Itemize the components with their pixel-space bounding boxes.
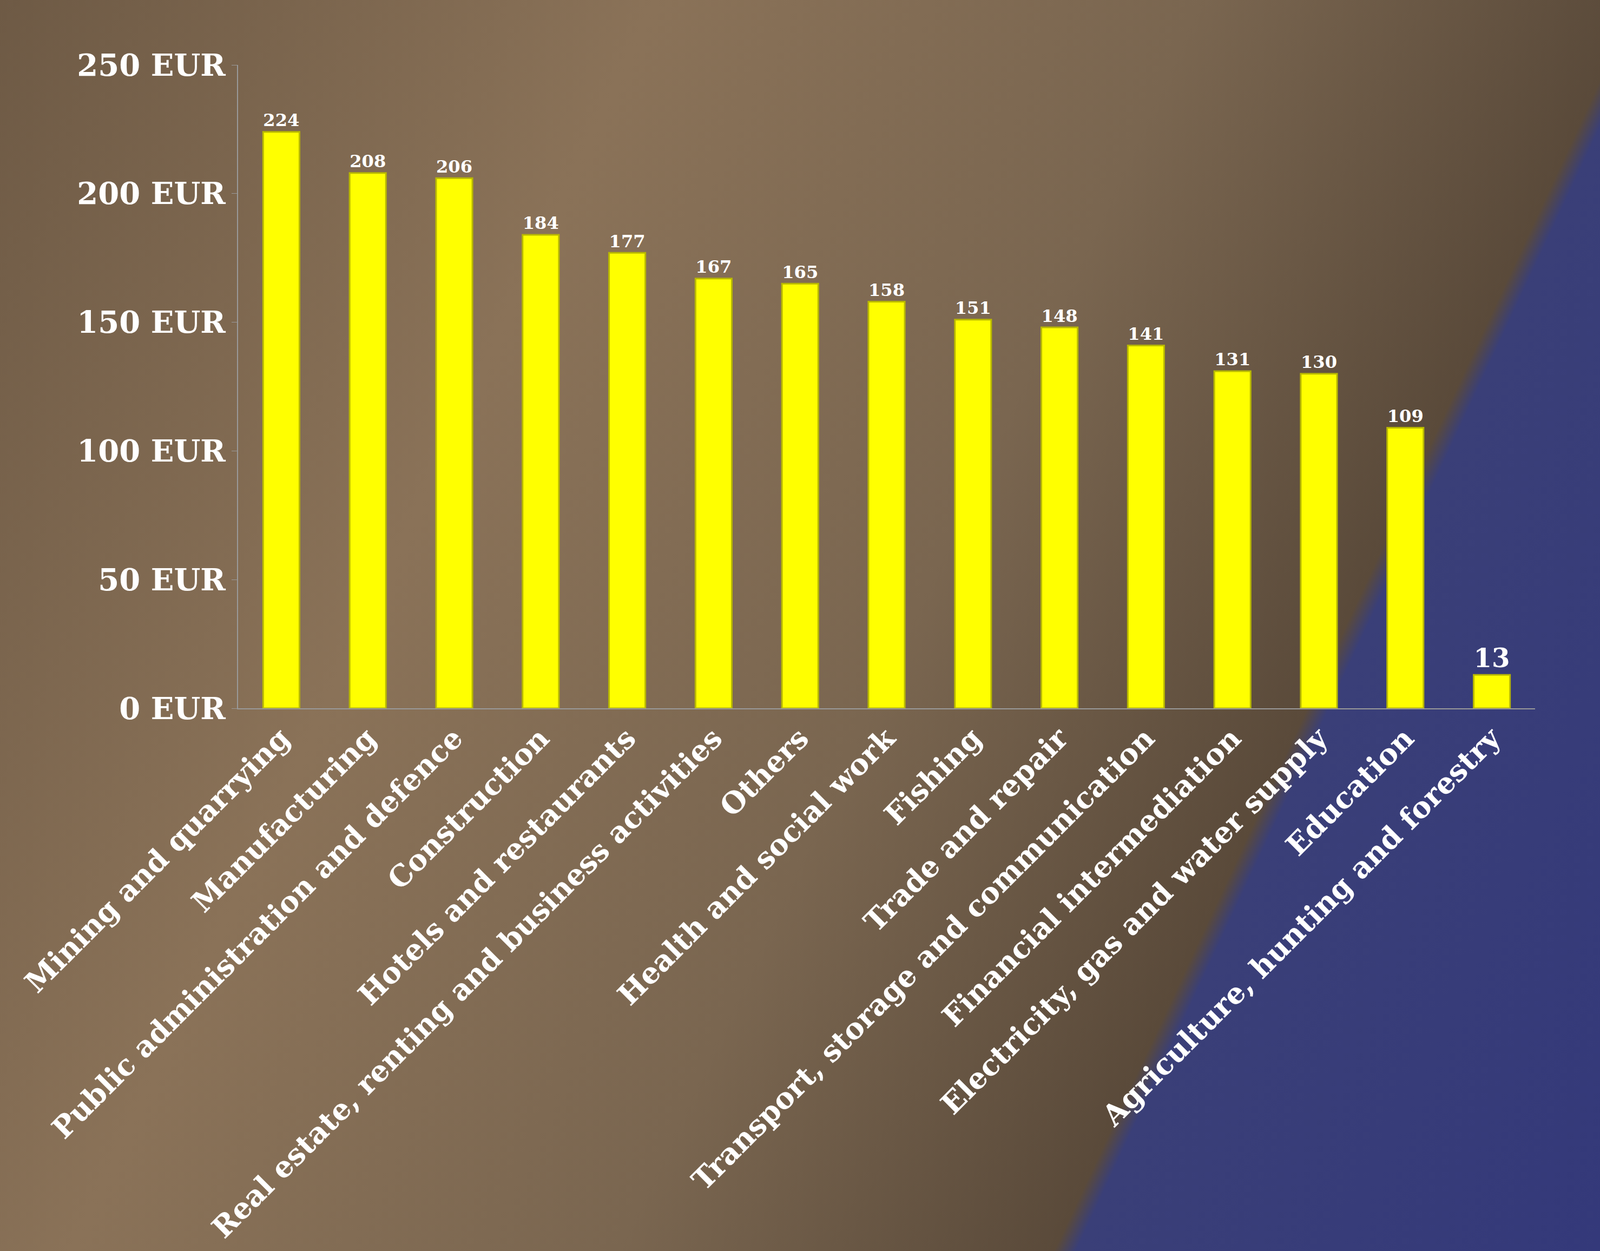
svg-text:224: 224 bbox=[262, 109, 300, 131]
svg-text:Agriculture, hunting and fores: Agriculture, hunting and forestry bbox=[1094, 720, 1508, 1134]
svg-text:158: 158 bbox=[868, 279, 905, 301]
svg-text:130: 130 bbox=[1300, 351, 1338, 373]
svg-text:Real estate, renting and busin: Real estate, renting and business activi… bbox=[205, 720, 730, 1246]
svg-text:109: 109 bbox=[1387, 405, 1424, 427]
svg-text:250 EUR: 250 EUR bbox=[76, 47, 226, 83]
svg-text:165: 165 bbox=[781, 261, 819, 283]
svg-text:150 EUR: 150 EUR bbox=[76, 304, 226, 340]
svg-text:Hotels and restaurants: Hotels and restaurants bbox=[351, 720, 643, 1012]
svg-text:13: 13 bbox=[1473, 642, 1511, 674]
svg-text:Health and social work: Health and social work bbox=[610, 720, 903, 1012]
svg-text:Manufacturing: Manufacturing bbox=[184, 720, 384, 920]
svg-text:50 EUR: 50 EUR bbox=[97, 561, 226, 598]
svg-text:148: 148 bbox=[1041, 305, 1078, 327]
svg-text:208: 208 bbox=[349, 150, 386, 172]
svg-text:Construction: Construction bbox=[380, 720, 557, 897]
svg-text:206: 206 bbox=[436, 156, 473, 177]
svg-text:151: 151 bbox=[955, 297, 992, 319]
svg-text:Education: Education bbox=[1278, 720, 1421, 863]
svg-text:177: 177 bbox=[609, 231, 646, 252]
svg-text:Electricity, gas and water sup: Electricity, gas and water supply bbox=[933, 720, 1335, 1122]
svg-text:0 EUR: 0 EUR bbox=[119, 690, 226, 727]
svg-text:100 EUR: 100 EUR bbox=[76, 432, 226, 469]
svg-text:167: 167 bbox=[695, 256, 732, 278]
svg-text:Financial intermediation: Financial intermediation bbox=[935, 720, 1248, 1034]
svg-text:Transport, storage and communi: Transport, storage and communication bbox=[685, 720, 1162, 1198]
svg-text:Trade and repair: Trade and repair bbox=[856, 720, 1075, 939]
svg-text:131: 131 bbox=[1214, 349, 1251, 370]
svg-text:Fishing: Fishing bbox=[877, 720, 989, 832]
svg-text:Public administration and defe: Public administration and defence bbox=[44, 720, 470, 1146]
svg-text:141: 141 bbox=[1127, 323, 1164, 345]
svg-text:Mining and quarrying: Mining and quarrying bbox=[17, 720, 297, 1000]
svg-text:184: 184 bbox=[522, 212, 559, 234]
svg-text:200 EUR: 200 EUR bbox=[76, 175, 226, 212]
svg-text:Others: Others bbox=[712, 720, 816, 824]
